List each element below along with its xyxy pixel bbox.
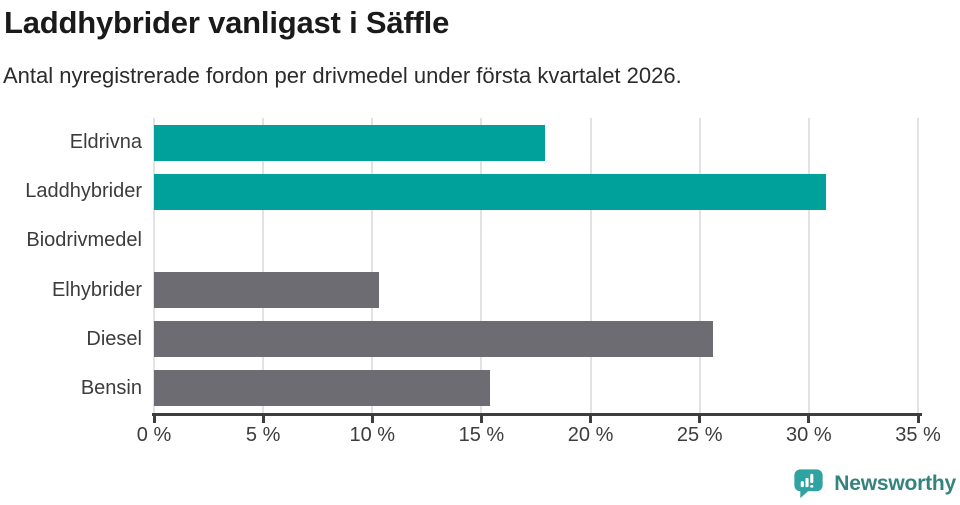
category-label-laddhybrider: Laddhybrider bbox=[25, 180, 142, 203]
bar-eldrivna bbox=[154, 124, 545, 161]
x-tick-label: 25 % bbox=[676, 424, 723, 446]
x-tick-label: 20 % bbox=[567, 424, 614, 446]
x-gridline bbox=[262, 118, 265, 413]
x-gridline bbox=[917, 118, 919, 413]
newsworthy-icon bbox=[793, 468, 824, 499]
bar-elhybrider bbox=[154, 272, 379, 309]
x-tick-label: 35 % bbox=[895, 424, 941, 446]
chart-title: Laddhybrider vanligast i Säffle bbox=[4, 5, 450, 40]
category-label-biodrivmedel: Biodrivmedel bbox=[26, 229, 142, 252]
x-gridline bbox=[698, 118, 701, 413]
category-label-elhybrider: Elhybrider bbox=[51, 278, 142, 301]
bar-diesel bbox=[154, 321, 713, 358]
x-tick-mark bbox=[589, 413, 593, 423]
x-tick-label: 0 % bbox=[136, 424, 172, 446]
x-axis-line bbox=[152, 413, 922, 416]
x-tick-mark bbox=[916, 413, 920, 423]
category-label-eldrivna: Eldrivna bbox=[69, 131, 142, 154]
x-tick-mark bbox=[152, 413, 156, 423]
x-tick-label: 10 % bbox=[349, 424, 396, 446]
category-label-diesel: Diesel bbox=[86, 327, 142, 350]
category-label-bensin: Bensin bbox=[80, 376, 142, 399]
bar-bensin bbox=[154, 370, 491, 407]
x-tick-mark bbox=[261, 413, 265, 423]
x-tick-mark bbox=[479, 413, 483, 423]
x-tick-mark bbox=[807, 413, 811, 423]
x-tick-label: 30 % bbox=[786, 424, 832, 446]
x-gridline bbox=[153, 118, 155, 413]
x-tick-label: 15 % bbox=[458, 424, 505, 446]
newsworthy-brand-text: Newsworthy bbox=[834, 471, 956, 495]
x-gridline bbox=[480, 118, 483, 413]
y-axis-labels: Eldrivna Laddhybrider Biodrivmedel Elhybrid… bbox=[0, 118, 142, 413]
chart-subtitle: Antal nyregistrerade fordon per drivmede… bbox=[3, 63, 682, 88]
x-gridline bbox=[807, 118, 810, 413]
x-gridline bbox=[589, 118, 592, 413]
newsworthy-logo-link[interactable]: Newsworthy bbox=[793, 468, 956, 499]
x-gridline bbox=[371, 118, 374, 413]
x-tick-mark bbox=[698, 413, 702, 423]
bar-laddhybrider bbox=[154, 173, 827, 210]
x-tick-mark bbox=[370, 413, 374, 423]
x-tick-label: 5 % bbox=[245, 424, 281, 446]
plot-area bbox=[153, 118, 919, 413]
